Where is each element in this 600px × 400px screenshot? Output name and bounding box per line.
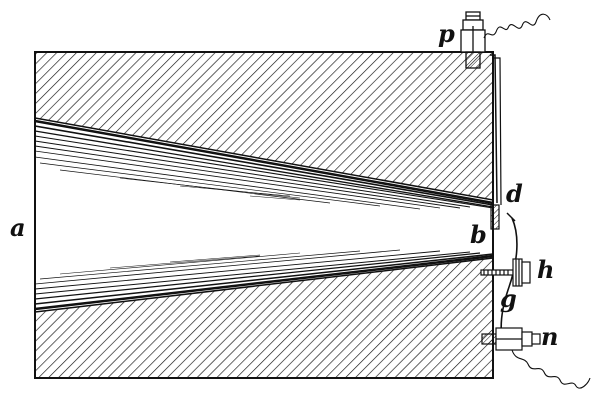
label-b: b: [470, 220, 487, 249]
contact-plate-d: [490, 204, 500, 230]
spring-strip: [490, 54, 502, 206]
label-a: a: [10, 213, 26, 242]
upper-hatched-section: [34, 51, 494, 201]
terminal-screw-n: [481, 327, 541, 351]
upper-bore-edge: [34, 119, 494, 205]
block-body: [34, 51, 494, 379]
label-p: p: [438, 19, 455, 48]
label-h: h: [537, 255, 554, 284]
wire-p: [483, 13, 551, 39]
lower-bore-edge: [34, 254, 494, 311]
wire-n: [511, 349, 591, 389]
label-g: g: [500, 284, 517, 313]
adjusting-screw-h: [480, 258, 531, 287]
label-d: d: [506, 179, 523, 208]
lower-hatched-section: [34, 257, 494, 379]
terminal-screw-p: [460, 11, 486, 69]
wire-d-curve: [500, 217, 518, 339]
bore-shading: [34, 119, 494, 311]
label-n: n: [541, 322, 558, 351]
